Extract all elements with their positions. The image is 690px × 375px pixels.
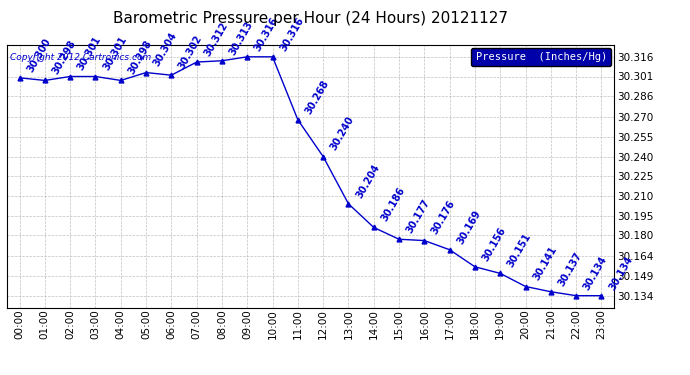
Text: 30.176: 30.176 xyxy=(430,199,457,236)
Text: 30.300: 30.300 xyxy=(25,36,52,74)
Text: 30.312: 30.312 xyxy=(202,20,230,58)
Text: 30.134: 30.134 xyxy=(582,254,609,291)
Text: 30.240: 30.240 xyxy=(328,115,356,152)
Text: 30.298: 30.298 xyxy=(126,39,154,76)
Text: 30.186: 30.186 xyxy=(380,186,407,223)
Text: 30.316: 30.316 xyxy=(278,15,306,52)
Text: 30.298: 30.298 xyxy=(50,39,78,76)
Text: 30.134: 30.134 xyxy=(607,254,634,291)
Text: 30.141: 30.141 xyxy=(531,245,558,282)
Text: Copyright 2012 Cartronics.com: Copyright 2012 Cartronics.com xyxy=(10,53,151,62)
Text: 30.301: 30.301 xyxy=(76,35,103,72)
Text: 30.177: 30.177 xyxy=(404,198,432,235)
Text: 30.316: 30.316 xyxy=(253,15,280,52)
Text: 30.204: 30.204 xyxy=(354,162,382,200)
Text: 30.313: 30.313 xyxy=(228,19,255,57)
Legend: Pressure  (Inches/Hg): Pressure (Inches/Hg) xyxy=(471,48,611,66)
Text: 30.151: 30.151 xyxy=(506,232,533,269)
Text: 30.137: 30.137 xyxy=(556,250,584,288)
Text: 30.169: 30.169 xyxy=(455,208,482,246)
Text: 30.156: 30.156 xyxy=(480,225,508,262)
Text: Barometric Pressure per Hour (24 Hours) 20121127: Barometric Pressure per Hour (24 Hours) … xyxy=(113,11,508,26)
Text: 30.301: 30.301 xyxy=(101,35,128,72)
Text: 30.304: 30.304 xyxy=(152,31,179,68)
Text: 30.268: 30.268 xyxy=(304,78,331,116)
Text: 30.302: 30.302 xyxy=(177,33,204,71)
